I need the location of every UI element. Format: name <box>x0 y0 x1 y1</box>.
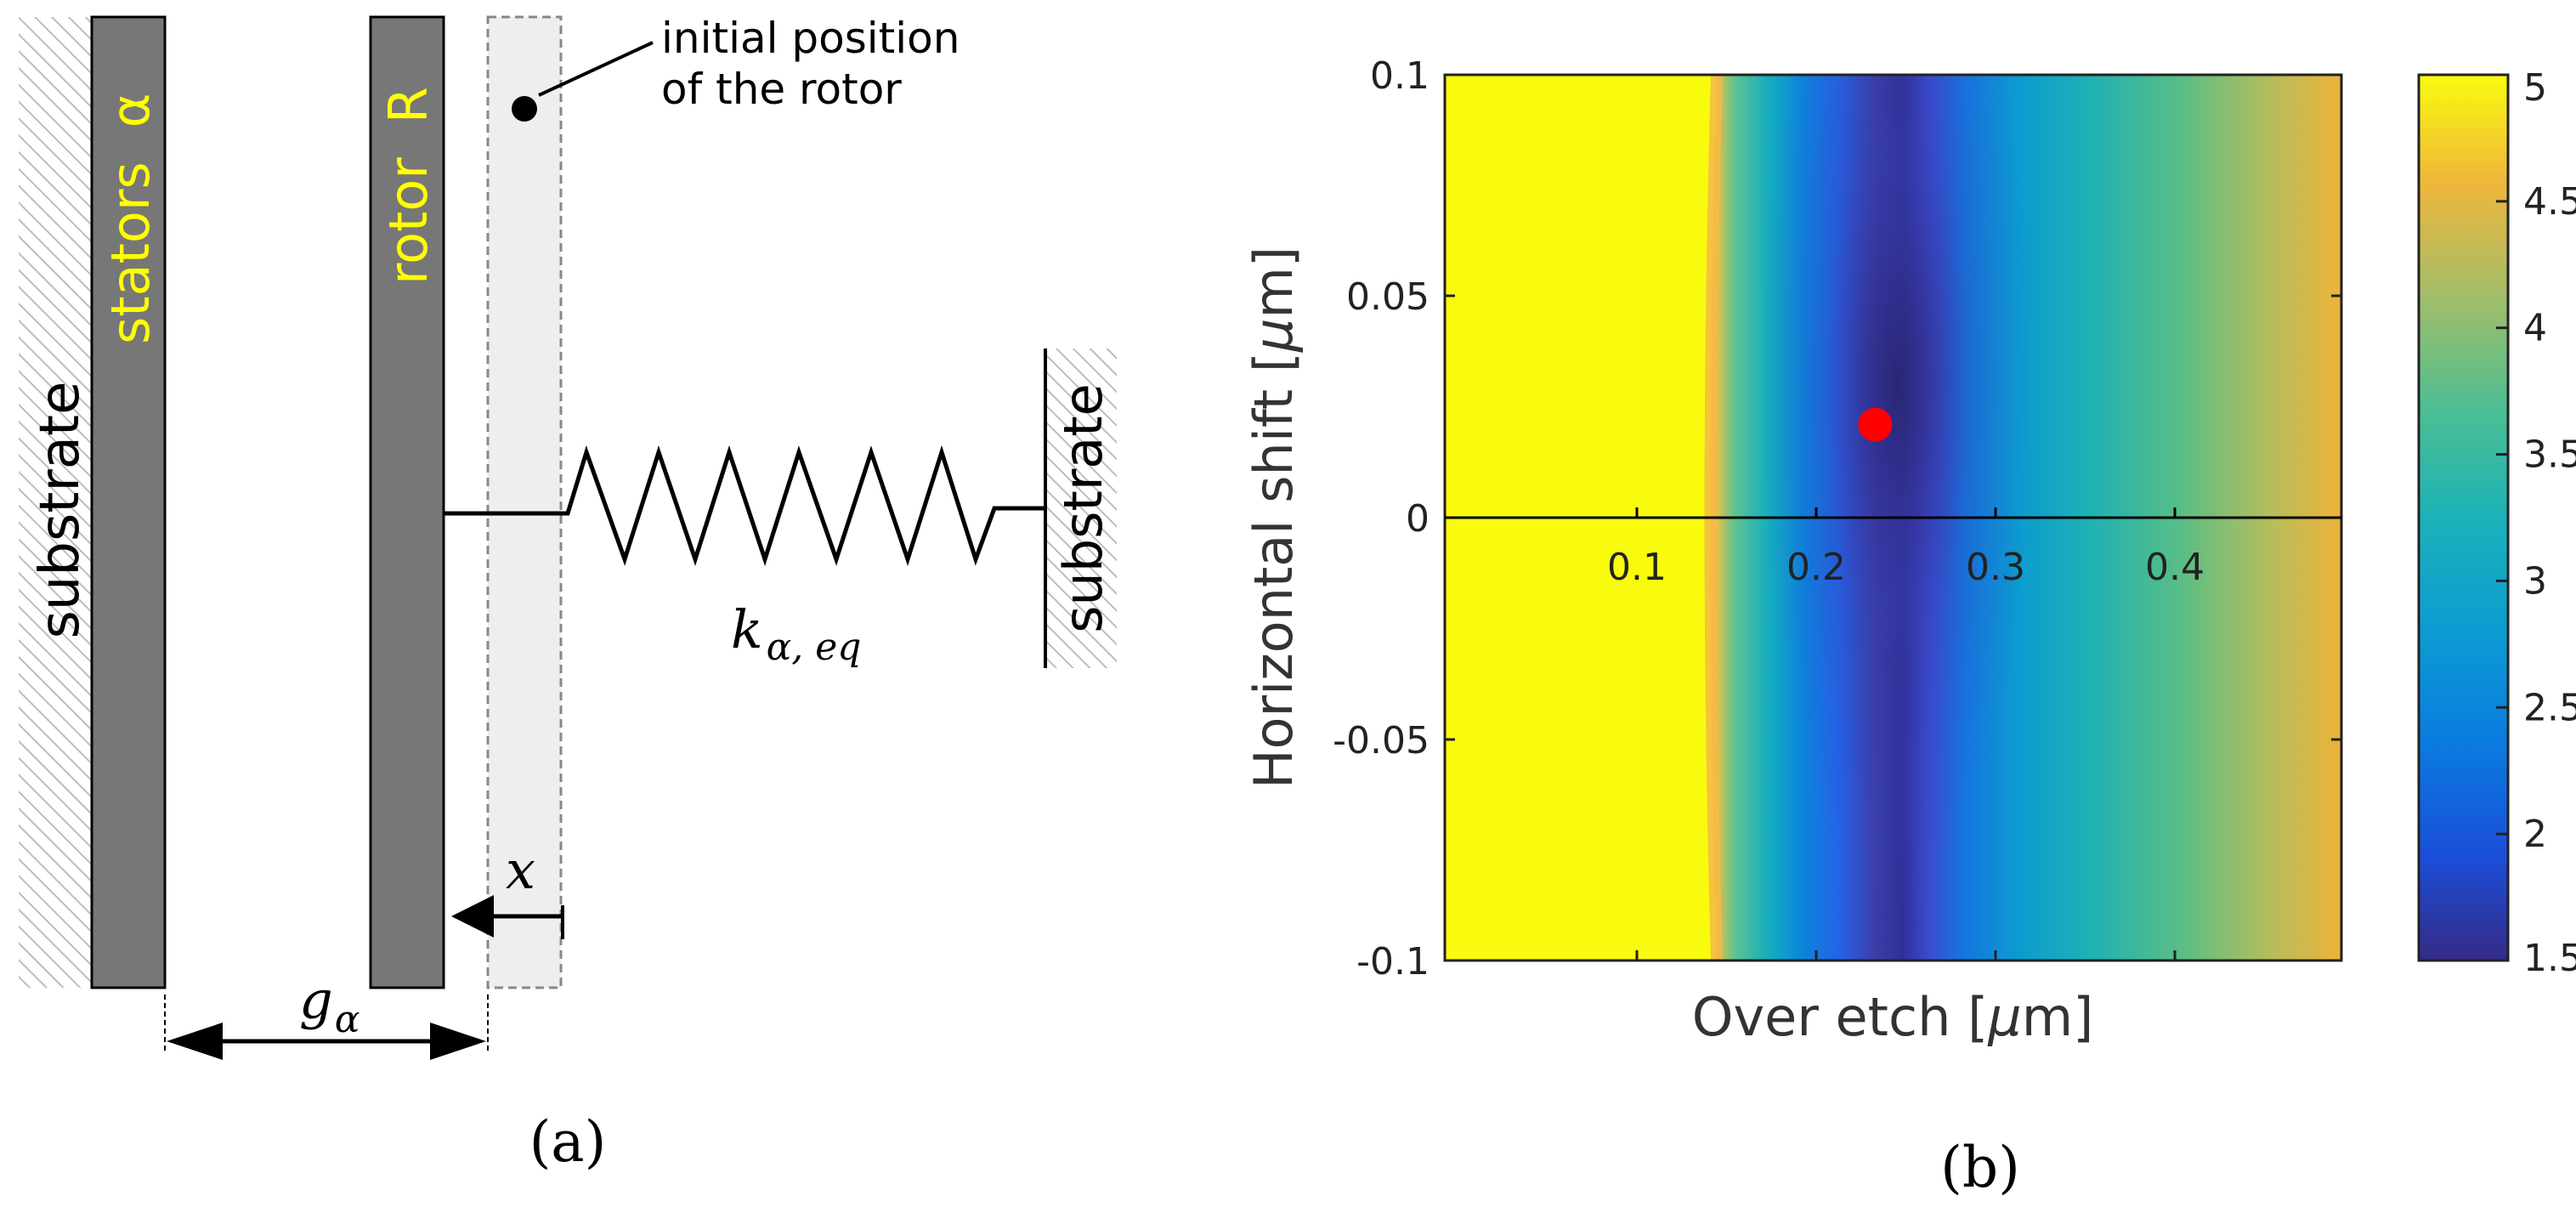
heatmap <box>1445 75 2341 960</box>
stator-bar <box>90 15 167 989</box>
minimum-marker <box>1858 407 1893 442</box>
y-tick-label: 0.1 <box>1370 54 1430 98</box>
caption-b: (b) <box>1940 1135 2020 1200</box>
spring-constant-label: kα, eq <box>731 598 861 669</box>
colorbar-tick-label: 4.5 <box>2523 180 2576 224</box>
initial-rotor-ghost <box>486 15 563 989</box>
colorbar-ticks: 1.5 2 2.5 3 3.5 4 4.5 5 <box>2496 66 2576 980</box>
y-axis-label: Horizontal shift [μm] <box>1243 246 1305 789</box>
spring <box>444 445 1044 567</box>
colorbar-tick-label: 2.5 <box>2523 686 2576 729</box>
colorbar-tick-label: 1.5 <box>2523 937 2576 980</box>
panel-b: 0.1 0.05 0 -0.05 -0.1 0.1 0.2 0.3 0.4 Ov… <box>1243 54 2576 1200</box>
colorbar-tick-label: 2 <box>2523 813 2547 856</box>
colorbar-tick-label: 4 <box>2523 307 2547 350</box>
x-axis-ticks: 0.1 0.2 0.3 0.4 <box>1607 507 2205 960</box>
x-tick-label: 0.1 <box>1607 546 1667 589</box>
initial-position-line2: of the rotor <box>661 65 902 114</box>
stator-label: statorsα <box>99 93 161 344</box>
gap-arrow-left-head <box>167 1023 223 1060</box>
gap-arrow-right-head <box>430 1023 486 1060</box>
x-axis-label: Over etch [μm] <box>1692 986 2094 1048</box>
y-tick-label: 0 <box>1406 497 1430 541</box>
displacement-label: x <box>506 839 535 901</box>
initial-position-leader <box>538 41 654 97</box>
y-axis-ticks: 0.1 0.05 0 -0.05 -0.1 <box>1333 54 2341 983</box>
rotor-label: rotorR <box>377 87 439 285</box>
panel-a: substrate statorsα rotorR initial positi… <box>19 14 1117 1175</box>
x-tick-label: 0.4 <box>2145 546 2205 589</box>
right-substrate-hatch <box>1045 348 1117 668</box>
colorbar-tick-label: 5 <box>2523 66 2547 110</box>
colorbar-tick-label: 3 <box>2523 559 2547 603</box>
x-tick-label: 0.2 <box>1786 546 1846 589</box>
y-tick-label: -0.1 <box>1356 940 1430 983</box>
initial-position-dot <box>512 96 537 122</box>
caption-a: (a) <box>529 1109 607 1175</box>
colorbar <box>2417 73 2510 962</box>
heatmap-valley-halo <box>1761 75 2033 910</box>
gap-label: gα <box>299 969 360 1041</box>
rotor-bar <box>369 15 445 989</box>
right-substrate-label: substrate <box>1052 383 1114 633</box>
x-tick-label: 0.3 <box>1966 546 2025 589</box>
y-tick-label: -0.05 <box>1333 719 1430 762</box>
y-tick-label: 0.05 <box>1346 275 1430 319</box>
left-substrate-label: substrate <box>29 382 92 639</box>
initial-position-line1: initial position <box>661 14 960 63</box>
left-substrate-hatch <box>19 17 92 988</box>
colorbar-tick-label: 3.5 <box>2523 434 2576 477</box>
